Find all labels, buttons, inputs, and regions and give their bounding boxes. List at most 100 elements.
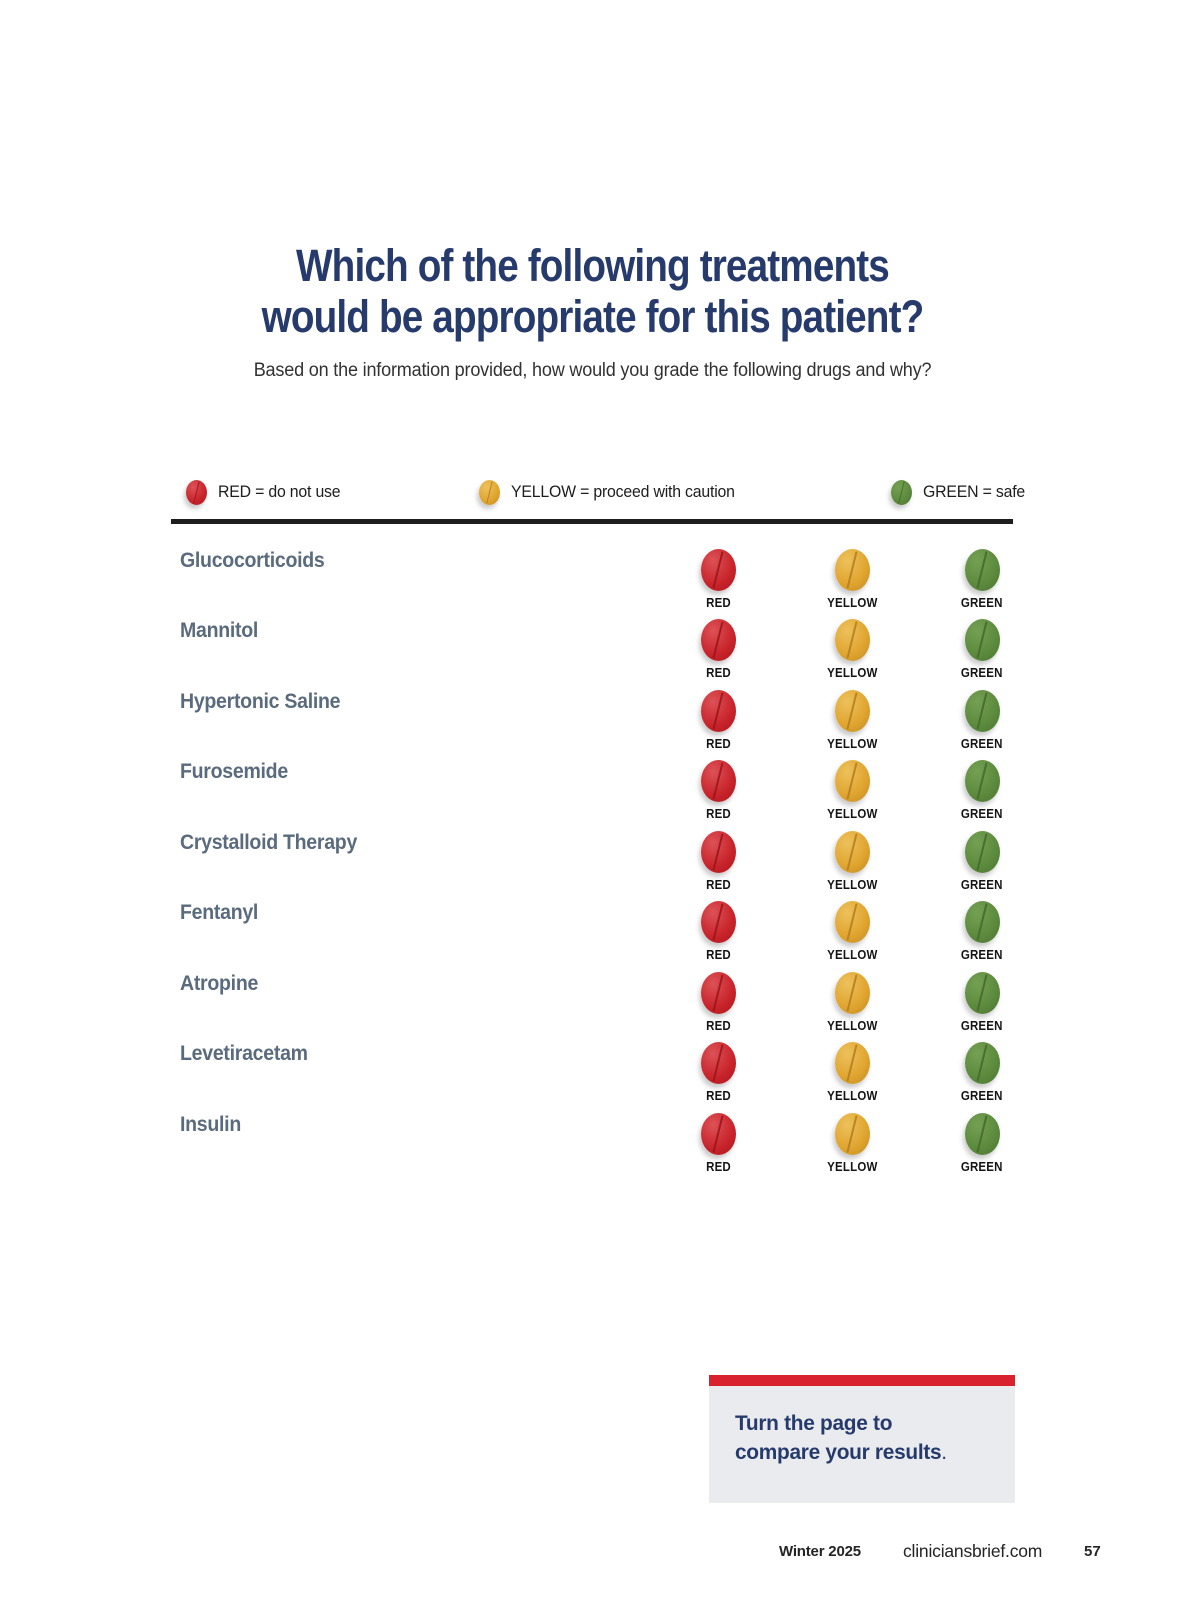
option-label: RED — [705, 1019, 731, 1033]
red-pill-icon[interactable] — [700, 831, 736, 873]
green-pill-icon — [891, 479, 912, 505]
red-pill-icon[interactable] — [700, 901, 736, 943]
option-yellow[interactable]: YELLOW — [807, 619, 897, 680]
red-pill-icon[interactable] — [700, 549, 736, 591]
option-red[interactable]: RED — [673, 1042, 763, 1103]
green-pill-icon[interactable] — [964, 549, 1000, 591]
green-pill-icon[interactable] — [964, 901, 1000, 943]
option-green[interactable]: GREEN — [937, 760, 1027, 821]
option-label: GREEN — [961, 737, 1003, 751]
yellow-pill-icon[interactable] — [834, 760, 870, 802]
option-green[interactable]: GREEN — [937, 972, 1027, 1033]
option-yellow[interactable]: YELLOW — [807, 760, 897, 821]
callout-accent-bar — [709, 1375, 1015, 1386]
option-yellow[interactable]: YELLOW — [807, 831, 897, 892]
yellow-pill-icon[interactable] — [834, 549, 870, 591]
yellow-pill-icon[interactable] — [834, 619, 870, 661]
option-label: GREEN — [961, 596, 1003, 610]
drug-row-hypertonic-saline: Hypertonic Saline RED YELLOW GREEN — [171, 690, 1013, 760]
grading-legend: RED = do not use YELLOW = proceed with c… — [0, 476, 1200, 508]
green-pill-icon[interactable] — [964, 690, 1000, 732]
option-yellow[interactable]: YELLOW — [807, 972, 897, 1033]
option-red[interactable]: RED — [673, 901, 763, 962]
option-yellow[interactable]: YELLOW — [807, 1113, 897, 1174]
yellow-pill-icon — [479, 479, 500, 505]
option-red[interactable]: RED — [673, 619, 763, 680]
option-yellow[interactable]: YELLOW — [807, 901, 897, 962]
red-pill-icon[interactable] — [700, 1042, 736, 1084]
option-label: RED — [705, 1089, 731, 1103]
drug-name: Furosemide — [180, 760, 288, 783]
option-yellow[interactable]: YELLOW — [807, 549, 897, 610]
drug-name: Mannitol — [180, 619, 259, 642]
yellow-pill-icon[interactable] — [834, 690, 870, 732]
drug-row-crystalloid-therapy: Crystalloid Therapy RED YELLOW GREEN — [171, 831, 1013, 901]
yellow-pill-icon[interactable] — [834, 1113, 870, 1155]
red-pill-icon — [186, 479, 207, 505]
option-label: RED — [705, 596, 731, 610]
option-label: GREEN — [961, 1019, 1003, 1033]
drug-row-furosemide: Furosemide RED YELLOW GREEN — [171, 760, 1013, 830]
option-green[interactable]: GREEN — [937, 901, 1027, 962]
option-red[interactable]: RED — [673, 760, 763, 821]
callout-text: Turn the page to compare your results. — [735, 1409, 987, 1466]
red-pill-icon[interactable] — [700, 760, 736, 802]
option-green[interactable]: GREEN — [937, 619, 1027, 680]
option-red[interactable]: RED — [673, 972, 763, 1033]
red-pill-icon[interactable] — [700, 1113, 736, 1155]
option-red[interactable]: RED — [673, 690, 763, 751]
red-pill-icon[interactable] — [700, 619, 736, 661]
green-pill-icon[interactable] — [964, 831, 1000, 873]
option-label: YELLOW — [826, 1089, 878, 1103]
green-pill-icon[interactable] — [964, 1042, 1000, 1084]
legend-item-yellow: YELLOW = proceed with caution — [479, 476, 744, 508]
page-footer: Winter 2025 cliniciansbrief.com 57 — [0, 1538, 1200, 1568]
option-label: GREEN — [961, 807, 1003, 821]
drug-name: Hypertonic Saline — [180, 690, 341, 713]
option-label: YELLOW — [826, 666, 878, 680]
option-label: GREEN — [961, 666, 1003, 680]
drug-name: Fentanyl — [180, 901, 259, 924]
drug-row-glucocorticoids: Glucocorticoids RED YELLOW GREEN — [171, 549, 1013, 619]
yellow-pill-icon[interactable] — [834, 831, 870, 873]
footer-page-number: 57 — [1084, 1543, 1101, 1560]
drug-grading-table: Glucocorticoids RED YELLOW GREEN Mannito… — [171, 549, 1013, 1189]
option-label: YELLOW — [826, 807, 878, 821]
drug-row-atropine: Atropine RED YELLOW GREEN — [171, 972, 1013, 1042]
yellow-pill-icon[interactable] — [834, 972, 870, 1014]
drug-row-levetiracetam: Levetiracetam RED YELLOW GREEN — [171, 1042, 1013, 1112]
red-pill-icon[interactable] — [700, 972, 736, 1014]
green-pill-icon[interactable] — [964, 1113, 1000, 1155]
green-pill-icon[interactable] — [964, 972, 1000, 1014]
yellow-pill-icon[interactable] — [834, 901, 870, 943]
drug-name: Insulin — [180, 1113, 241, 1136]
option-green[interactable]: GREEN — [937, 831, 1027, 892]
option-yellow[interactable]: YELLOW — [807, 690, 897, 751]
option-red[interactable]: RED — [673, 831, 763, 892]
page-title: Which of the following treatments would … — [229, 240, 956, 343]
option-label: GREEN — [961, 1160, 1003, 1174]
option-label: YELLOW — [826, 948, 878, 962]
option-yellow[interactable]: YELLOW — [807, 1042, 897, 1103]
yellow-pill-icon[interactable] — [834, 1042, 870, 1084]
option-red[interactable]: RED — [673, 1113, 763, 1174]
option-green[interactable]: GREEN — [937, 1113, 1027, 1174]
option-label: RED — [705, 666, 731, 680]
drug-name: Atropine — [180, 972, 259, 995]
callout-line2: compare your results. — [735, 1439, 947, 1464]
legend-label: GREEN = safe — [923, 482, 1026, 501]
option-green[interactable]: GREEN — [937, 1042, 1027, 1103]
option-label: GREEN — [961, 1089, 1003, 1103]
option-red[interactable]: RED — [673, 549, 763, 610]
green-pill-icon[interactable] — [964, 760, 1000, 802]
red-pill-icon[interactable] — [700, 690, 736, 732]
drug-name: Glucocorticoids — [180, 549, 325, 572]
option-green[interactable]: GREEN — [937, 690, 1027, 751]
legend-label: YELLOW = proceed with caution — [511, 482, 735, 501]
green-pill-icon[interactable] — [964, 619, 1000, 661]
footer-issue: Winter 2025 — [779, 1543, 861, 1560]
option-green[interactable]: GREEN — [937, 549, 1027, 610]
option-label: RED — [705, 807, 731, 821]
divider-rule — [171, 519, 1013, 524]
